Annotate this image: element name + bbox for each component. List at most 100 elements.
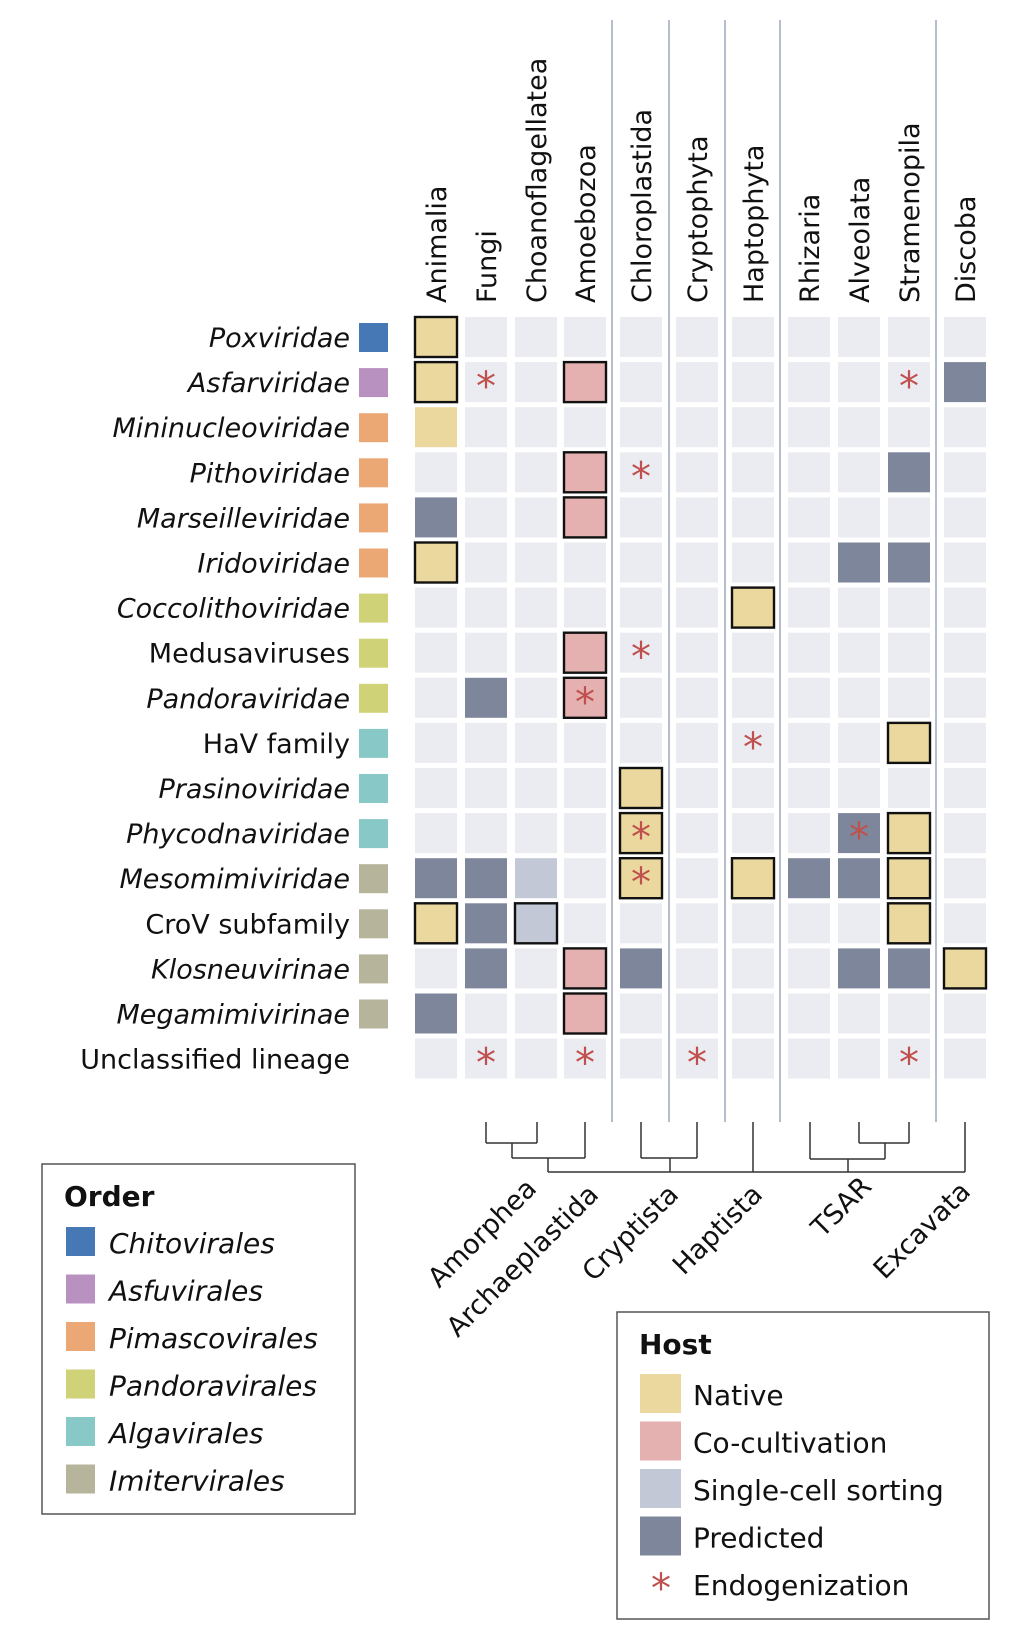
cell-empty <box>515 362 557 403</box>
cell-empty <box>838 677 880 718</box>
cell-empty <box>944 768 986 808</box>
column-label-stramenopila: Stramenopila <box>895 122 926 303</box>
cell-empty <box>788 768 830 808</box>
order-legend-label-algavirales: Algavirales <box>107 1417 263 1450</box>
host-tree <box>485 1122 966 1173</box>
cell-empty <box>620 407 662 448</box>
cell-empty <box>888 362 930 403</box>
cell-empty <box>944 407 986 448</box>
cell-empty <box>732 452 774 493</box>
row-label-hav-family: HaV family <box>203 729 350 760</box>
row-labels: Poxviridae Asfarviridae Mininucleoviridae P… <box>80 323 388 1076</box>
cell-empty <box>564 587 606 628</box>
cell-empty <box>944 317 986 357</box>
column-label-animalia: Animalia <box>422 186 453 303</box>
cell-empty <box>515 722 557 763</box>
column-label-rhizaria: Rhizaria <box>795 194 826 303</box>
cell-empty <box>465 407 507 448</box>
host-legend-swatch-singlecell <box>640 1469 681 1508</box>
cell-empty <box>838 452 880 493</box>
cell-empty <box>732 542 774 583</box>
cell-empty <box>564 813 606 854</box>
cell-empty <box>732 317 774 357</box>
cell-empty <box>620 903 662 944</box>
cell-empty <box>620 542 662 583</box>
cell-empty <box>838 587 880 628</box>
row-label-medusaviruses: Medusaviruses <box>149 639 350 670</box>
cell-empty <box>838 903 880 944</box>
cell-empty <box>676 632 718 673</box>
cell-empty <box>515 497 557 538</box>
cell-empty <box>888 677 930 718</box>
cell-empty <box>788 948 830 989</box>
cell-empty <box>732 948 774 989</box>
cell-empty <box>944 632 986 673</box>
order-swatch-asfuvirales <box>359 368 388 398</box>
cell-empty <box>944 497 986 538</box>
cell-empty <box>676 993 718 1034</box>
cell-empty <box>944 993 986 1034</box>
cell-empty <box>676 858 718 899</box>
column-label-haptophyta: Haptophyta <box>739 145 770 303</box>
cell-empty <box>515 677 557 718</box>
cell-predicted <box>465 903 507 944</box>
column-label-alveolata: Alveolata <box>845 177 876 303</box>
cell-empty <box>838 1038 880 1079</box>
cell-cocultivation <box>562 947 608 990</box>
row-label-phycodnaviridae: Phycodnaviridae <box>126 819 350 850</box>
cell-empty <box>732 1038 774 1079</box>
column-label-fungi: Fungi <box>472 230 503 303</box>
column-labels: Animalia Fungi Choanoflagellatea Amoebozoa C… <box>422 58 982 303</box>
order-legend-swatch <box>66 1227 95 1256</box>
cell-empty <box>676 948 718 989</box>
endogenization-icon: * <box>631 815 651 861</box>
cell-empty <box>620 362 662 403</box>
order-legend-title: Order <box>64 1180 155 1213</box>
cell-empty <box>838 497 880 538</box>
cell-empty <box>620 587 662 628</box>
cell-empty <box>788 317 830 357</box>
cell-empty <box>888 407 930 448</box>
cell-empty <box>788 677 830 718</box>
cell-empty <box>788 722 830 763</box>
cell-empty <box>465 542 507 583</box>
cell-empty <box>732 768 774 808</box>
cell-empty <box>732 813 774 854</box>
cell-empty <box>620 993 662 1034</box>
cell-singlecell <box>513 902 559 945</box>
cell-empty <box>515 632 557 673</box>
cell-empty <box>564 1038 606 1079</box>
cell-empty <box>415 452 457 493</box>
cell-empty <box>732 903 774 944</box>
cell-predicted <box>888 948 930 989</box>
row-label-pithoviridae: Pithoviridae <box>190 458 350 489</box>
row-label-klosneuvirinae: Klosneuvirinae <box>151 954 350 985</box>
row-label-mininucleoviridae: Mininucleoviridae <box>113 413 351 444</box>
cell-empty <box>620 632 662 673</box>
order-swatch-imitervirales <box>359 864 388 894</box>
column-label-chloroplastida: Chloroplastida <box>627 109 658 303</box>
endogenization-icon: * <box>743 725 763 771</box>
cell-empty <box>838 722 880 763</box>
cell-empty <box>676 813 718 854</box>
order-legend-label-asfuvirales: Asfuvirales <box>107 1275 263 1308</box>
cell-predicted <box>838 813 880 854</box>
cell-empty <box>788 1038 830 1079</box>
cell-native <box>730 586 776 629</box>
cell-empty <box>944 722 986 763</box>
column-group-dividers <box>611 20 937 1122</box>
cell-empty <box>564 903 606 944</box>
cell-empty <box>465 768 507 808</box>
endogenization-icon: * <box>899 364 919 410</box>
order-swatch-algavirales <box>359 819 388 849</box>
cell-empty <box>415 813 457 854</box>
cell-native <box>886 857 932 900</box>
order-swatch-pimascovirales <box>359 503 388 533</box>
cell-empty <box>465 497 507 538</box>
order-swatch-imitervirales <box>359 954 388 984</box>
endogenization-icon: * <box>651 1566 671 1612</box>
cell-empty <box>620 452 662 493</box>
cell-empty <box>788 497 830 538</box>
endogenization-icon: * <box>849 815 869 861</box>
cell-empty <box>515 542 557 583</box>
